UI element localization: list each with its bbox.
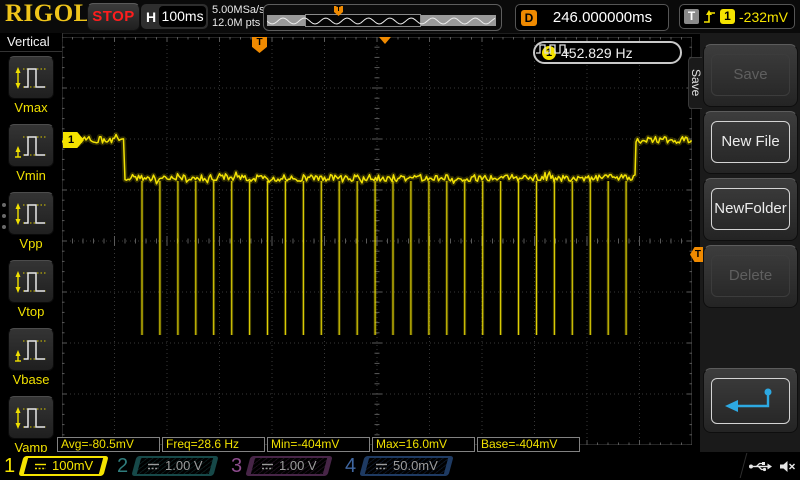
save-button[interactable]: Save xyxy=(703,44,798,107)
vmin-measure-icon xyxy=(15,135,47,158)
measure-item-vbase[interactable]: Vbase xyxy=(0,328,62,392)
delay-position-marker-icon xyxy=(379,37,391,44)
trigger-position-marker-icon[interactable]: T xyxy=(252,37,267,53)
vpp-measure-icon xyxy=(15,202,47,225)
measurement-max: Max=16.0mV xyxy=(372,437,475,452)
trigger-readout-group[interactable]: T 1 -232mV xyxy=(679,4,795,29)
measure-item-label: Vpp xyxy=(19,236,43,251)
channel-4-status[interactable]: 4 50.0mV xyxy=(343,454,454,478)
measure-item-vmax[interactable]: Vmax xyxy=(0,56,62,120)
measure-item-label: Vmin xyxy=(16,168,46,183)
measurement-base: Base=-404mV xyxy=(477,437,580,452)
menu-page-indicator xyxy=(2,196,6,236)
ch1-ground-marker[interactable]: 1 xyxy=(63,132,84,148)
trigger-level-marker-icon[interactable]: T xyxy=(690,247,703,262)
horizontal-timebase-group[interactable]: H 100ms xyxy=(141,4,208,29)
ch1-waveform-trace xyxy=(62,132,692,335)
delay-readout-group[interactable]: D 246.000000ms xyxy=(515,4,669,31)
measure-item-label: Vtop xyxy=(17,304,45,319)
graticule-grid xyxy=(62,37,692,445)
dc-coupling-icon xyxy=(376,463,387,469)
waveform-display-area: 1 452.829 Hz xyxy=(62,37,692,445)
channel-2-status[interactable]: 2 1.00 V xyxy=(115,454,225,478)
delay-value: 246.000000ms xyxy=(552,9,653,26)
channel-3-status[interactable]: 3 1.00 V xyxy=(229,454,339,478)
menu-tab-save: Save xyxy=(688,57,703,109)
frequency-counter: 1 452.829 Hz xyxy=(533,41,682,64)
status-header: RIGOL STOP H 100ms 5.00MSa/s 12.0M pts T… xyxy=(0,0,800,34)
vmax-measure-icon xyxy=(15,66,47,89)
trigger-source-badge: 1 xyxy=(720,9,735,24)
dc-coupling-icon xyxy=(148,463,159,469)
measurement-min: Min=-404mV xyxy=(267,437,370,452)
measurement-avg: Avg=-80.5mV xyxy=(57,437,160,452)
rising-edge-icon xyxy=(704,9,715,23)
memory-depth: 12.0M pts xyxy=(212,16,261,29)
save-menu-sidebar: Save Save New File NewFolder Delete xyxy=(688,33,800,452)
usb-icon xyxy=(749,461,772,471)
overview-wave-icon xyxy=(267,17,496,25)
status-divider xyxy=(739,453,748,478)
vamp-measure-icon xyxy=(15,406,47,429)
acquisition-info: 5.00MSa/s 12.0M pts xyxy=(212,4,265,29)
square-wave-icon xyxy=(536,44,569,54)
measure-item-vtop[interactable]: Vtop xyxy=(0,260,62,324)
back-button[interactable] xyxy=(703,368,798,433)
measure-item-vmin[interactable]: Vmin xyxy=(0,124,62,188)
measure-item-label: Vamp xyxy=(14,440,48,455)
channel-1-status[interactable]: 1 100mV xyxy=(2,454,110,478)
speaker-muted-icon xyxy=(780,460,795,472)
counter-value: 452.829 Hz xyxy=(561,44,633,61)
measure-menu-title: Vertical xyxy=(0,33,62,52)
measurement-results-bar: Avg=-80.5mV Freq=28.6 Hz Min=-404mV Max=… xyxy=(57,437,580,452)
new-folder-button[interactable]: NewFolder xyxy=(703,178,798,241)
overview-offscreen-left xyxy=(267,15,305,26)
channel-status-bar: 1 100mV 2 1.00 V 3 xyxy=(0,452,800,480)
dc-coupling-icon xyxy=(35,463,46,469)
measure-item-vamp[interactable]: Vamp xyxy=(0,396,62,460)
dc-coupling-icon xyxy=(262,463,273,469)
waveform-overview-strip[interactable]: T xyxy=(263,4,502,31)
measure-item-label: Vmax xyxy=(14,100,48,115)
sample-rate: 5.00MSa/s xyxy=(212,4,265,16)
delay-badge: D xyxy=(521,9,537,26)
rigol-logo: RIGOL xyxy=(5,0,91,27)
overview-trigger-marker-icon[interactable]: T xyxy=(334,6,343,16)
timebase-value: 100ms xyxy=(159,6,206,27)
trigger-label: T xyxy=(684,9,699,24)
vtop-measure-icon xyxy=(15,270,47,293)
horizontal-label: H xyxy=(146,8,157,25)
new-file-button[interactable]: New File xyxy=(703,111,798,174)
measure-menu-sidebar: Vertical Vmax Vmin xyxy=(0,33,63,455)
delete-button[interactable]: Delete xyxy=(703,245,798,308)
measurement-freq: Freq=28.6 Hz xyxy=(162,437,265,452)
vbase-measure-icon xyxy=(15,339,47,362)
measure-item-label: Vbase xyxy=(12,372,50,387)
return-arrow-icon xyxy=(724,388,771,412)
run-state-button[interactable]: STOP xyxy=(87,3,140,31)
trigger-level-value: -232mV xyxy=(739,8,789,25)
measure-item-vpp[interactable]: Vpp xyxy=(0,192,62,256)
